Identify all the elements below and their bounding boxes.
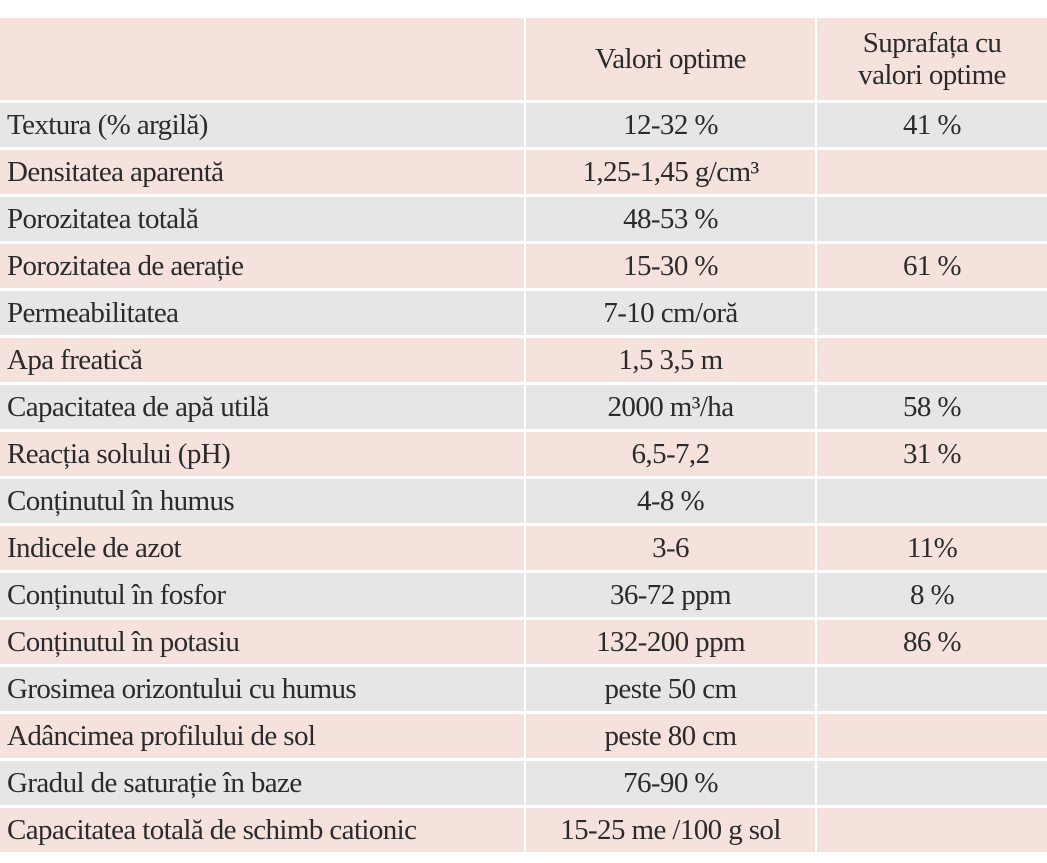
table-cell xyxy=(817,150,1047,194)
table-cell xyxy=(817,808,1047,852)
table-cell xyxy=(817,667,1047,711)
table-cell xyxy=(817,197,1047,241)
table-cell: 132-200 ppm xyxy=(526,620,815,664)
table-cell: 4-8 % xyxy=(526,479,815,523)
table-cell: 48-53 % xyxy=(526,197,815,241)
header-cell: Valori optime xyxy=(526,18,815,100)
row-label: Permeabilitatea xyxy=(0,291,524,335)
table-cell xyxy=(817,714,1047,758)
row-label: Capacitatea totală de schimb cationic xyxy=(0,808,524,852)
row-label: Porozitatea totală xyxy=(0,197,524,241)
table-cell: 1,25-1,45 g/cm³ xyxy=(526,150,815,194)
header-cell: Suprafața cu valori optime xyxy=(817,18,1047,100)
row-label: Reacția solului (pH) xyxy=(0,432,524,476)
table-cell xyxy=(817,291,1047,335)
row-label: Conținutul în humus xyxy=(0,479,524,523)
table-cell: 76-90 % xyxy=(526,761,815,805)
table-cell: 2000 m³/ha xyxy=(526,385,815,429)
row-label: Textura (% argilă) xyxy=(0,103,524,147)
table-cell: 6,5-7,2 xyxy=(526,432,815,476)
table-cell: peste 80 cm xyxy=(526,714,815,758)
table-cell: 41 % xyxy=(817,103,1047,147)
table-cell: 11% xyxy=(817,526,1047,570)
table-cell: 1,5 3,5 m xyxy=(526,338,815,382)
row-label: Capacitatea de apă utilă xyxy=(0,385,524,429)
table-cell: 86 % xyxy=(817,620,1047,664)
row-label: Adâncimea profilului de sol xyxy=(0,714,524,758)
row-label: Apa freatică xyxy=(0,338,524,382)
table-cell: peste 50 cm xyxy=(526,667,815,711)
table-cell xyxy=(817,479,1047,523)
row-label: Densitatea aparentă xyxy=(0,150,524,194)
row-label: Grosimea orizontului cu humus xyxy=(0,667,524,711)
table-cell: 61 % xyxy=(817,244,1047,288)
row-label: Indicele de azot xyxy=(0,526,524,570)
row-label: Conținutul în potasiu xyxy=(0,620,524,664)
row-label: Porozitatea de aerație xyxy=(0,244,524,288)
table: Valori optime Suprafața cu valori optime T… xyxy=(0,18,1047,852)
table-cell: 15-30 % xyxy=(526,244,815,288)
table-cell xyxy=(817,338,1047,382)
table-cell: 7-10 cm/oră xyxy=(526,291,815,335)
row-label: Gradul de saturație în baze xyxy=(0,761,524,805)
row-label: Conținutul în fosfor xyxy=(0,573,524,617)
table-cell: 36-72 ppm xyxy=(526,573,815,617)
table-cell: 15-25 me /100 g sol xyxy=(526,808,815,852)
table-cell xyxy=(817,761,1047,805)
table-cell: 12-32 % xyxy=(526,103,815,147)
header-cell xyxy=(0,18,524,100)
table-cell: 8 % xyxy=(817,573,1047,617)
table-cell: 31 % xyxy=(817,432,1047,476)
table-cell: 3-6 xyxy=(526,526,815,570)
table-cell: 58 % xyxy=(817,385,1047,429)
